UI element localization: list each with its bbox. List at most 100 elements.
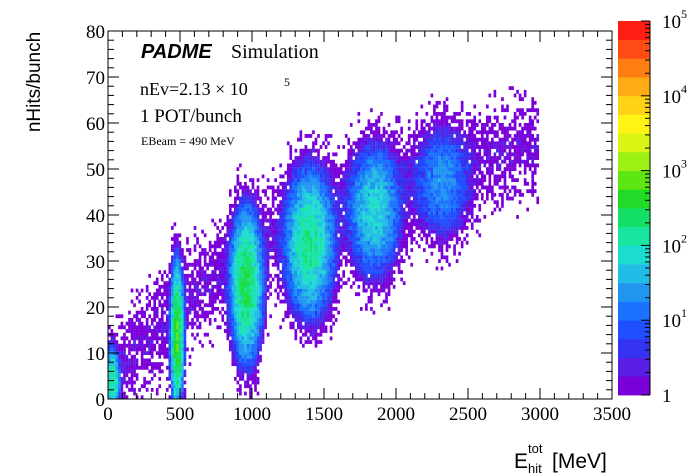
heatmap-cell <box>372 281 376 286</box>
heatmap-cell <box>337 174 340 179</box>
heatmap-cell <box>193 266 197 271</box>
heatmap-cell <box>433 203 436 208</box>
heatmap-cell <box>329 288 333 293</box>
heatmap-cell <box>337 248 340 252</box>
heatmap-cell <box>375 192 378 197</box>
heatmap-cell <box>405 244 409 249</box>
heatmap-cell <box>314 270 318 275</box>
heatmap-cell <box>176 237 179 241</box>
heatmap-cell <box>312 189 315 194</box>
heatmap-cell <box>428 167 431 171</box>
heatmap-cell <box>274 244 277 249</box>
heatmap-cell <box>309 189 313 194</box>
heatmap-cell <box>322 277 325 282</box>
heatmap-cell <box>475 159 479 164</box>
heatmap-cell <box>291 159 295 164</box>
heatmap-cell <box>216 266 220 271</box>
heatmap-cell <box>178 376 182 381</box>
heatmap-cell <box>281 196 285 201</box>
heatmap-cell <box>291 185 295 190</box>
heatmap-cell <box>470 123 474 127</box>
heatmap-cell <box>173 244 177 249</box>
heatmap-cell <box>443 229 446 234</box>
heatmap-cell <box>392 185 396 190</box>
heatmap-cell <box>178 251 182 256</box>
heatmap-cell <box>299 137 303 142</box>
heatmap-cell <box>377 200 381 205</box>
heatmap-cell <box>246 318 250 322</box>
heatmap-cell <box>465 174 469 179</box>
heatmap-cell <box>450 152 454 157</box>
heatmap-cell <box>168 318 172 322</box>
heatmap-cell <box>332 292 335 297</box>
heatmap-cell <box>360 141 363 146</box>
heatmap-cell <box>329 259 333 263</box>
heatmap-cell <box>289 145 293 149</box>
heatmap-cell <box>382 167 386 171</box>
heatmap-cell <box>236 211 240 216</box>
heatmap-cell <box>211 310 214 315</box>
heatmap-cell <box>465 170 469 175</box>
heatmap-cell <box>231 277 235 282</box>
heatmap-cell <box>160 329 164 333</box>
heatmap-cell <box>259 354 262 359</box>
heatmap-cell <box>155 329 159 333</box>
heatmap-cell <box>392 222 396 227</box>
heatmap-cell <box>294 156 298 160</box>
heatmap-cell <box>198 303 202 308</box>
heatmap-cell <box>281 207 285 212</box>
heatmap-cell <box>380 134 383 138</box>
heatmap-cell <box>420 189 424 194</box>
heatmap-cell <box>443 222 446 227</box>
heatmap-cell <box>453 218 456 223</box>
heatmap-cell <box>231 310 235 315</box>
heatmap-cell <box>372 215 376 219</box>
heatmap-cell <box>322 255 325 260</box>
heatmap-cell <box>309 288 313 293</box>
heatmap-cell <box>304 255 308 260</box>
heatmap-cell <box>254 351 257 355</box>
heatmap-cell <box>208 318 212 322</box>
heatmap-cell <box>304 237 308 241</box>
heatmap-cell <box>365 152 368 157</box>
heatmap-cell <box>334 200 338 205</box>
heatmap-cell <box>370 152 373 157</box>
heatmap-cell <box>297 307 300 311</box>
heatmap-cell <box>236 295 240 300</box>
heatmap-cell <box>259 299 262 304</box>
heatmap-cell <box>438 215 441 219</box>
heatmap-cell <box>171 284 174 289</box>
heatmap-cell <box>254 281 257 286</box>
heatmap-cell <box>367 259 371 263</box>
heatmap-cell <box>443 126 446 131</box>
heatmap-cell <box>412 156 416 160</box>
heatmap-cell <box>289 152 293 157</box>
heatmap-cell <box>329 270 333 275</box>
heatmap-cell <box>410 167 414 171</box>
heatmap-cell <box>334 174 338 179</box>
heatmap-cell <box>196 273 199 278</box>
heatmap-cell <box>173 277 177 282</box>
heatmap-cell <box>460 123 464 127</box>
heatmap-cell <box>357 292 361 297</box>
heatmap-cell <box>221 240 225 245</box>
heatmap-cell <box>284 259 288 263</box>
heatmap-cell <box>460 226 464 230</box>
heatmap-cell <box>400 159 403 164</box>
heatmap-cell <box>309 156 313 160</box>
heatmap-cell <box>261 314 265 319</box>
heatmap-cell <box>425 145 429 149</box>
heatmap-cell <box>307 170 310 175</box>
heatmap-cell <box>228 229 232 234</box>
heatmap-cell <box>251 229 255 234</box>
heatmap-cell <box>289 237 293 241</box>
heatmap-cell <box>360 174 363 179</box>
heatmap-cell <box>234 362 237 367</box>
heatmap-cell <box>241 233 245 238</box>
heatmap-cell <box>221 307 225 311</box>
heatmap-cell <box>324 273 328 278</box>
heatmap-cell <box>297 178 300 183</box>
heatmap-cell <box>362 270 366 275</box>
heatmap-cell <box>183 362 187 367</box>
heatmap-cell <box>395 240 398 245</box>
